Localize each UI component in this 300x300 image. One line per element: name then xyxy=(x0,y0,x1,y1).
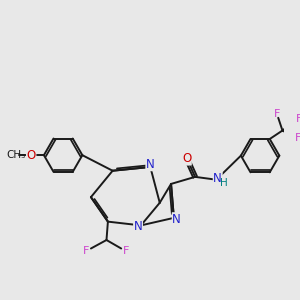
Text: N: N xyxy=(172,213,181,226)
Text: F: F xyxy=(274,109,280,118)
Text: H: H xyxy=(220,178,228,188)
Text: O: O xyxy=(182,152,191,165)
Text: F: F xyxy=(296,114,300,124)
Text: N: N xyxy=(134,220,142,233)
Text: F: F xyxy=(83,246,89,256)
Text: N: N xyxy=(213,172,222,185)
Text: CH₃: CH₃ xyxy=(7,150,26,160)
Text: N: N xyxy=(146,158,155,171)
Text: O: O xyxy=(26,149,36,162)
Text: F: F xyxy=(123,246,130,256)
Text: F: F xyxy=(295,133,300,142)
